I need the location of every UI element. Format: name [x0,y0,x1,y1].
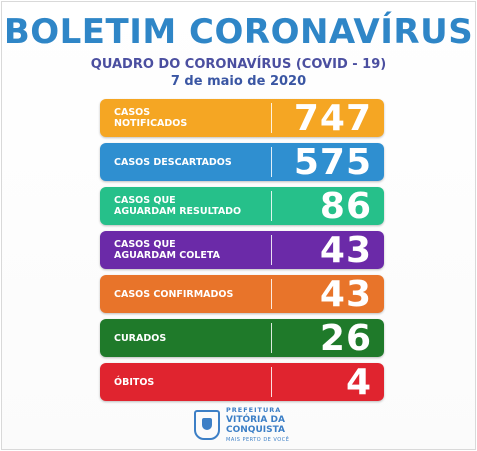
subtitle: QUADRO DO CORONAVÍRUS (COVID - 19) [90,57,387,72]
stat-value: 43 [319,231,372,269]
divider [271,235,272,265]
stat-label: CASOS NOTIFICADOS [114,107,188,129]
stat-row-notificados: CASOS NOTIFICADOS 747 [100,99,384,137]
stats-list: CASOS NOTIFICADOS 747 CASOS DESCARTADOS … [100,99,384,407]
stat-row-aguardam-coleta: CASOS QUE AGUARDAM COLETA 43 [100,231,384,269]
city-logo: PREFEITURA VITÓRIA DA CONQUISTA MAIS PER… [194,406,292,444]
stat-value: 575 [293,143,372,181]
logo-text: PREFEITURA VITÓRIA DA CONQUISTA MAIS PER… [226,405,289,445]
page-title: BOLETIM CORONAVÍRUS [3,12,474,52]
stat-row-confirmados: CASOS CONFIRMADOS 43 [100,275,384,313]
stat-label: CASOS CONFIRMADOS [114,288,234,300]
stat-value: 747 [293,99,372,137]
logo-line-3: CONQUISTA [226,425,285,435]
divider [271,191,272,221]
report-date: 7 de maio de 2020 [170,74,307,89]
stat-row-curados: CURADOS 26 [100,319,384,357]
divider [271,103,272,133]
divider [271,367,272,397]
stat-value: 86 [319,187,372,225]
logo-line-2: VITÓRIA DA [226,415,285,425]
stat-label: CASOS QUE AGUARDAM COLETA [114,239,220,261]
stat-row-descartados: CASOS DESCARTADOS 575 [100,143,384,181]
stat-label: ÓBITOS [114,376,155,388]
stat-label: CASOS QUE AGUARDAM RESULTADO [114,195,242,217]
stat-value: 26 [319,319,372,357]
stat-label: CASOS DESCARTADOS [114,156,232,168]
stat-row-obitos: ÓBITOS 4 [100,363,384,401]
city-crest-icon [194,410,220,440]
stat-row-aguardam-resultado: CASOS QUE AGUARDAM RESULTADO 86 [100,187,384,225]
divider [271,147,272,177]
stat-label: CURADOS [114,332,167,344]
logo-line-1: PREFEITURA [226,406,282,414]
stat-value: 43 [319,275,372,313]
logo-line-4: MAIS PERTO DE VOCÊ [226,437,290,443]
stat-value: 4 [345,363,372,401]
divider [271,279,272,309]
divider [271,323,272,353]
